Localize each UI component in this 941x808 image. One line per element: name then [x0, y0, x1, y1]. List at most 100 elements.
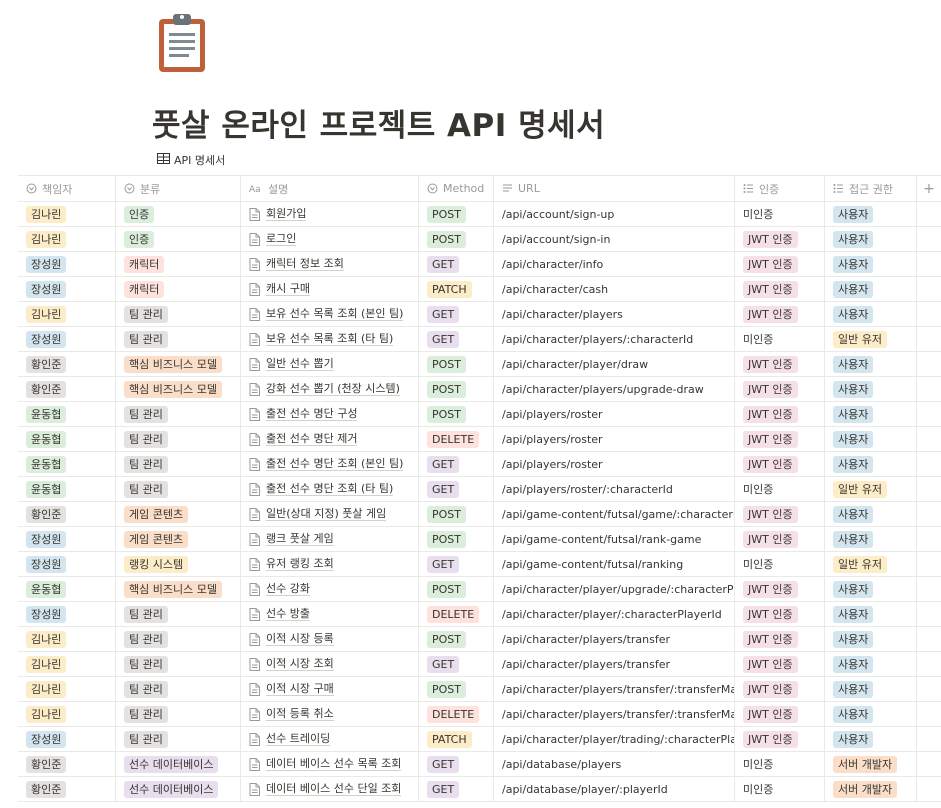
auth-cell[interactable]: JWT 인증: [735, 377, 825, 401]
access-cell[interactable]: 사용자: [825, 677, 917, 701]
description-link[interactable]: 출전 선수 명단 조회 (타 팀): [266, 482, 394, 496]
url-cell[interactable]: /api/character/player/trading/:character…: [494, 727, 735, 751]
url-cell[interactable]: /api/character/player/upgrade/:character…: [494, 577, 735, 601]
category-cell[interactable]: 팀 관리: [116, 727, 241, 751]
description-cell[interactable]: 출전 선수 명단 구성: [241, 402, 419, 426]
access-cell[interactable]: 사용자: [825, 577, 917, 601]
method-cell[interactable]: POST: [419, 352, 494, 376]
category-cell[interactable]: 팀 관리: [116, 302, 241, 326]
owner-cell[interactable]: 황인준: [18, 777, 116, 801]
category-cell[interactable]: 선수 데이터베이스: [116, 752, 241, 776]
auth-cell[interactable]: JWT 인증: [735, 427, 825, 451]
table-row[interactable]: 장성원 팀 관리 선수 방출 DELETE/api/character/player/…: [18, 602, 941, 627]
url-cell[interactable]: /api/players/roster: [494, 402, 735, 426]
auth-cell[interactable]: JWT 인증: [735, 302, 825, 326]
access-cell[interactable]: 사용자: [825, 377, 917, 401]
description-link[interactable]: 이적 등록 취소: [266, 707, 334, 721]
table-row[interactable]: 황인준 핵심 비즈니스 모델 일반 선수 뽑기 POST/api/character/…: [18, 352, 941, 377]
table-row[interactable]: 김나린 팀 관리 이적 시장 조회 GET/api/character/players…: [18, 652, 941, 677]
access-cell[interactable]: 사용자: [825, 727, 917, 751]
description-link[interactable]: 일반(상대 지정) 풋살 게임: [266, 507, 387, 521]
auth-cell[interactable]: JWT 인증: [735, 577, 825, 601]
url-cell[interactable]: /api/players/roster: [494, 427, 735, 451]
category-cell[interactable]: 팀 관리: [116, 627, 241, 651]
url-cell[interactable]: /api/game-content/futsal/ranking: [494, 552, 735, 576]
column-header-method[interactable]: Method: [419, 176, 494, 201]
access-cell[interactable]: 사용자: [825, 252, 917, 276]
owner-cell[interactable]: 황인준: [18, 752, 116, 776]
access-cell[interactable]: 사용자: [825, 702, 917, 726]
table-row[interactable]: 윤동협 팀 관리 출전 선수 명단 조회 (본인 팀) GET/api/players…: [18, 452, 941, 477]
auth-cell[interactable]: JWT 인증: [735, 702, 825, 726]
table-row[interactable]: 김나린 팀 관리 이적 시장 구매 POST/api/character/player…: [18, 677, 941, 702]
table-row[interactable]: 김나린 팀 관리 보유 선수 목록 조회 (본인 팀) GET/api/charact…: [18, 302, 941, 327]
column-header-auth[interactable]: 인증: [735, 176, 825, 201]
description-link[interactable]: 선수 방출: [266, 607, 310, 621]
table-row[interactable]: 김나린 팀 관리 이적 등록 취소 DELETE/api/character/play…: [18, 702, 941, 727]
column-header-owner[interactable]: 책임자: [18, 176, 116, 201]
auth-cell[interactable]: JWT 인증: [735, 277, 825, 301]
method-cell[interactable]: DELETE: [419, 427, 494, 451]
method-cell[interactable]: PATCH: [419, 727, 494, 751]
table-row[interactable]: 황인준 선수 데이터베이스 데이터 베이스 선수 단일 조회 GET/api/data…: [18, 777, 941, 802]
table-row[interactable]: 윤동협 팀 관리 출전 선수 명단 제거 DELETE/api/players/ros…: [18, 427, 941, 452]
category-cell[interactable]: 랭킹 시스템: [116, 552, 241, 576]
category-cell[interactable]: 팀 관리: [116, 402, 241, 426]
auth-cell[interactable]: JWT 인증: [735, 452, 825, 476]
description-link[interactable]: 로그인: [266, 232, 297, 246]
owner-cell[interactable]: 김나린: [18, 652, 116, 676]
auth-cell[interactable]: JWT 인증: [735, 602, 825, 626]
description-cell[interactable]: 데이터 베이스 선수 단일 조회: [241, 777, 419, 801]
auth-cell[interactable]: JWT 인증: [735, 227, 825, 251]
description-link[interactable]: 출전 선수 명단 제거: [266, 432, 358, 446]
description-cell[interactable]: 출전 선수 명단 제거: [241, 427, 419, 451]
table-row[interactable]: 장성원 랭킹 시스템 유저 랭킹 조회 GET/api/game-content/fu…: [18, 552, 941, 577]
url-cell[interactable]: /api/players/roster: [494, 452, 735, 476]
access-cell[interactable]: 일반 유저: [825, 552, 917, 576]
description-cell[interactable]: 로그인: [241, 227, 419, 251]
method-cell[interactable]: GET: [419, 477, 494, 501]
description-link[interactable]: 이적 시장 등록: [266, 632, 334, 646]
owner-cell[interactable]: 김나린: [18, 677, 116, 701]
url-cell[interactable]: /api/game-content/futsal/game/:character…: [494, 502, 735, 526]
method-cell[interactable]: DELETE: [419, 702, 494, 726]
category-cell[interactable]: 캐릭터: [116, 252, 241, 276]
category-cell[interactable]: 캐릭터: [116, 277, 241, 301]
owner-cell[interactable]: 장성원: [18, 727, 116, 751]
owner-cell[interactable]: 윤동협: [18, 402, 116, 426]
owner-cell[interactable]: 윤동협: [18, 577, 116, 601]
table-row[interactable]: 황인준 게임 콘텐츠 일반(상대 지정) 풋살 게임 POST/api/game-co…: [18, 502, 941, 527]
auth-cell[interactable]: JWT 인증: [735, 727, 825, 751]
method-cell[interactable]: POST: [419, 527, 494, 551]
category-cell[interactable]: 핵심 비즈니스 모델: [116, 352, 241, 376]
owner-cell[interactable]: 황인준: [18, 377, 116, 401]
url-cell[interactable]: /api/character/cash: [494, 277, 735, 301]
url-cell[interactable]: /api/character/players/transfer: [494, 627, 735, 651]
auth-cell[interactable]: JWT 인증: [735, 677, 825, 701]
column-header-description[interactable]: Aa 설명: [241, 176, 419, 201]
table-row[interactable]: 윤동협 팀 관리 출전 선수 명단 조회 (타 팀) GET/api/players/…: [18, 477, 941, 502]
owner-cell[interactable]: 김나린: [18, 227, 116, 251]
description-link[interactable]: 이적 시장 조회: [266, 657, 334, 671]
description-cell[interactable]: 유저 랭킹 조회: [241, 552, 419, 576]
description-link[interactable]: 출전 선수 명단 조회 (본인 팀): [266, 457, 404, 471]
table-row[interactable]: 장성원 캐릭터 캐시 구매 PATCH/api/character/cash JWT 인…: [18, 277, 941, 302]
url-cell[interactable]: /api/game-content/futsal/rank-game: [494, 527, 735, 551]
owner-cell[interactable]: 윤동협: [18, 427, 116, 451]
column-header-category[interactable]: 분류: [116, 176, 241, 201]
method-cell[interactable]: POST: [419, 627, 494, 651]
description-link[interactable]: 출전 선수 명단 구성: [266, 407, 358, 421]
table-row[interactable]: 김나린 인증 회원가입 POST/api/account/sign-up 미인증 사용자: [18, 202, 941, 227]
category-cell[interactable]: 팀 관리: [116, 452, 241, 476]
description-link[interactable]: 강화 선수 뽑기 (천장 시스템): [266, 382, 400, 396]
table-row[interactable]: 윤동협 팀 관리 출전 선수 명단 구성 POST/api/players/roste…: [18, 402, 941, 427]
category-cell[interactable]: 팀 관리: [116, 602, 241, 626]
description-link[interactable]: 선수 트레이딩: [266, 732, 331, 746]
auth-cell[interactable]: 미인증: [735, 202, 825, 226]
method-cell[interactable]: POST: [419, 202, 494, 226]
method-cell[interactable]: PATCH: [419, 277, 494, 301]
category-cell[interactable]: 선수 데이터베이스: [116, 777, 241, 801]
access-cell[interactable]: 사용자: [825, 402, 917, 426]
owner-cell[interactable]: 장성원: [18, 327, 116, 351]
table-row[interactable]: 김나린 인증 로그인 POST/api/account/sign-in JWT 인증 사용…: [18, 227, 941, 252]
